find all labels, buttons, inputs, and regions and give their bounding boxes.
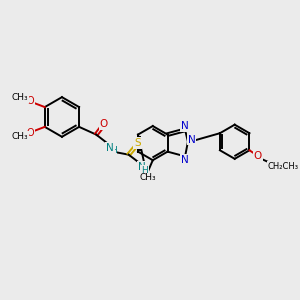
Text: O: O (27, 128, 34, 138)
Text: N: N (181, 155, 189, 165)
Text: N: N (181, 121, 189, 131)
Text: H: H (142, 166, 148, 175)
Text: CH₂CH₃: CH₂CH₃ (268, 162, 299, 171)
Text: N: N (106, 142, 114, 152)
Text: O: O (254, 151, 262, 161)
Text: S: S (134, 138, 141, 148)
Text: N: N (188, 134, 195, 145)
Text: O: O (100, 119, 108, 129)
Text: CH₃: CH₃ (140, 173, 156, 182)
Text: O: O (27, 96, 34, 106)
Text: CH₃: CH₃ (12, 93, 28, 102)
Text: H: H (110, 146, 117, 155)
Text: CH₃: CH₃ (12, 132, 28, 141)
Text: N: N (138, 162, 146, 172)
